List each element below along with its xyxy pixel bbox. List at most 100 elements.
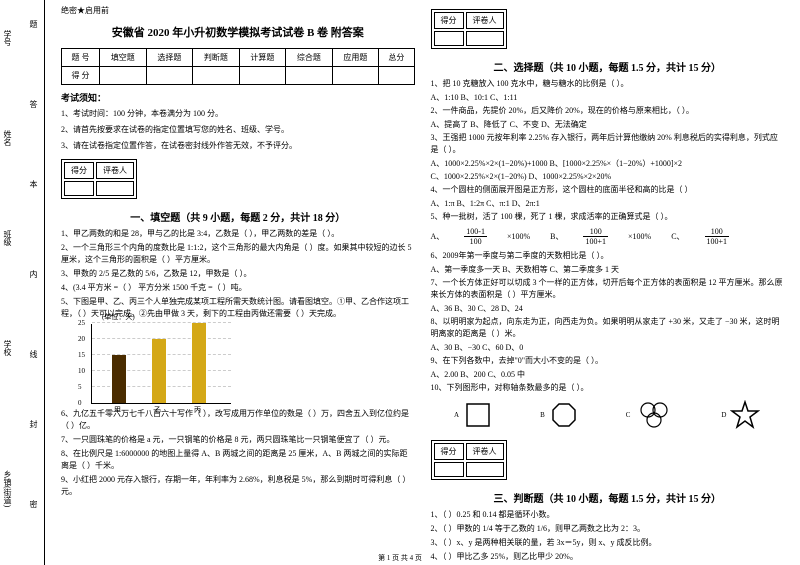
question: 10、下列图形中，对称轴条数最多的是（ ）。 [431,382,785,394]
options: A、2.00 B、200 C、0.05 中 [431,369,785,380]
notice-item: 2、请首先按要求在试卷的指定位置填写您的姓名、班级、学号。 [61,124,415,137]
shapes-options: A B C D [431,400,785,430]
bar-chart: (单位：天) 25 20 15 10 5 0 甲 乙 丙 [91,324,231,404]
seal-label: 线 [28,350,39,358]
grader-box: 得分 评卷人 [61,159,137,199]
grader-box: 得分 评卷人 [431,9,507,49]
question: 9、小红把 2000 元存入银行，存期一年，年利率为 2.68%，利息税是 5%… [61,474,415,498]
question: 3、（ ）x、y 是两种相关联的量，若 3x＝5y，则 x、y 成反比例。 [431,537,785,549]
question: 1、（ ）0.25 和 0.14 都是循环小数。 [431,509,785,521]
y-tick: 20 [78,335,85,343]
notice-header: 考试须知： [61,91,415,104]
question: 2、一个三角形三个内角的度数比是 1:1:2，这个三角形的最大内角是（ ）度。如… [61,242,415,266]
x-label: 丙 [194,405,201,415]
binding-label-class: 班级 [2,230,13,246]
page-footer: 第 1 页 共 4 页 [378,553,422,563]
grader-label: 评卷人 [466,12,504,29]
binding-label-school: 学校 [2,340,13,356]
score-blank [434,31,464,46]
score-label: 得分 [434,12,464,29]
bar-jia [112,355,126,403]
score-header: 综合题 [286,49,333,67]
score-value-row: 得 分 [62,67,415,85]
score-blank [64,181,94,196]
seal-label: 封 [28,420,39,428]
question: 3、王强把 1000 元按年利率 2.25% 存入银行，两年后计算他缴纳 20%… [431,132,785,156]
bar-yi [152,339,166,403]
options: A、提高了 B、降低了 C、不变 D、无法确定 [431,119,785,130]
question: 7、一只圆珠笔的价格是 a 元，一只钢笔的价格是 8 元，两只圆珠笔比一只钢笔便… [61,434,415,446]
grader-blank [466,31,504,46]
confidential-mark: 绝密★启用前 [61,5,415,16]
score-label: 得分 [434,443,464,460]
score-cell [239,67,286,85]
question: 5、种一批树，活了 100 棵，死了 1 棵，求成活率的正确算式是（ ）。 [431,211,785,223]
section1-title: 一、填空题（共 9 小题，每题 2 分，共计 18 分） [61,209,415,224]
question: 4、（ ）甲比乙多 25%，则乙比甲少 20%。 [431,551,785,563]
score-cell [146,67,193,85]
options: A、1:π B、1:2π C、π:1 D、2π:1 [431,198,785,209]
score-header: 题 号 [62,49,100,67]
y-tick: 10 [78,367,85,375]
main-content: 绝密★启用前 安徽省 2020 年小升初数学模拟考试试卷 B 卷 附答案 题 号… [45,0,800,565]
grader-blank [466,462,504,477]
question: 2、一件商品，先提价 20%，后又降价 20%，现在的价格与原来相比，（ ）。 [431,105,785,117]
score-cell [379,67,414,85]
score-cell [332,67,379,85]
right-column: 得分 评卷人 二、选择题（共 10 小题，每题 1.5 分，共计 15 分） 1… [423,5,793,560]
score-header: 填空题 [100,49,147,67]
question: 8、在比例尺是 1:6000000 的地图上量得 A、B 两城之间的距离是 25… [61,448,415,472]
question: 9、在下列各数中，去掉"0"而大小不变的是（ ）。 [431,355,785,367]
y-tick: 25 [78,319,85,327]
score-header: 总分 [379,49,414,67]
seal-label: 本 [28,180,39,188]
score-label: 得分 [64,162,94,179]
question: 1、把 10 克糖放入 100 克水中，糖与糖水的比例是（ ）。 [431,78,785,90]
score-cell [100,67,147,85]
options: A、1000×2.25%×2×(1−20%)+1000 B、[1000×2.25… [431,158,785,169]
question: 8、以明明家为起点，向东走为正，向西走为负。如果明明从家走了 +30 米，又走了… [431,316,785,340]
x-label: 甲 [114,405,121,415]
grader-label: 评卷人 [466,443,504,460]
bar-chart-container: (单位：天) 25 20 15 10 5 0 甲 乙 丙 [91,324,415,404]
score-row-label: 得 分 [62,67,100,85]
bar-bing [192,323,206,403]
shape-option-d: D [721,400,760,430]
square-icon [463,400,493,430]
exam-title: 安徽省 2020 年小升初数学模拟考试试卷 B 卷 附答案 [61,24,415,40]
y-tick: 15 [78,351,85,359]
section2-title: 二、选择题（共 10 小题，每题 1.5 分，共计 15 分） [431,59,785,74]
notice-item: 1、考试时间：100 分钟，本卷满分为 100 分。 [61,108,415,121]
grader-blank [96,181,134,196]
options: A、30 B、−30 C、60 D、0 [431,342,785,353]
y-tick: 0 [78,399,82,407]
options: A、36 B、30 C、28 D、24 [431,303,785,314]
grid-line [92,322,231,323]
seal-label: 密 [28,500,39,508]
score-header: 选择题 [146,49,193,67]
question: 4、一个圆柱的侧面展开图是正方形，这个圆柱的底面半径和高的比是（ ） [431,184,785,196]
seal-label: 答 [28,100,39,108]
circles-icon [634,400,674,430]
score-header-row: 题 号 填空题 选择题 判断题 计算题 综合题 应用题 总分 [62,49,415,67]
fraction: 100 100+1 [705,227,730,246]
star-icon [730,400,760,430]
question: 7、一个长方体正好可以切成 3 个一样的正方体，切开后每个正方体的表面积是 12… [431,277,785,301]
options: A、1:10 B、10:1 C、1:11 [431,92,785,103]
y-tick: 5 [78,383,82,391]
shape-option-c: C [626,400,675,430]
score-header: 应用题 [332,49,379,67]
binding-label-name: 姓名 [2,130,13,146]
x-label: 乙 [154,405,161,415]
left-column: 绝密★启用前 安徽省 2020 年小升初数学模拟考试试卷 B 卷 附答案 题 号… [53,5,423,560]
chart-unit: (单位：天) [102,312,229,322]
option-label: A、 [431,231,445,242]
options: C、1000×2.25%×2×(1−20%) D、1000×2.25%×2×20… [431,171,785,182]
score-cell [193,67,240,85]
option-label: B、 [550,231,563,242]
question: 4、(3.4 平方米 =（ ） 平方分米 1500 千克 =（ ）吨。 [61,282,415,294]
fraction: 100-1 100 [464,227,487,246]
score-table: 题 号 填空题 选择题 判断题 计算题 综合题 应用题 总分 得 分 [61,48,415,85]
options: A、第一季度多一天 B、天数相等 C、第二季度多 1 天 [431,264,785,275]
fraction-options: A、 100-1 100 ×100% B、 100 100+1 ×100% C、… [431,227,785,246]
